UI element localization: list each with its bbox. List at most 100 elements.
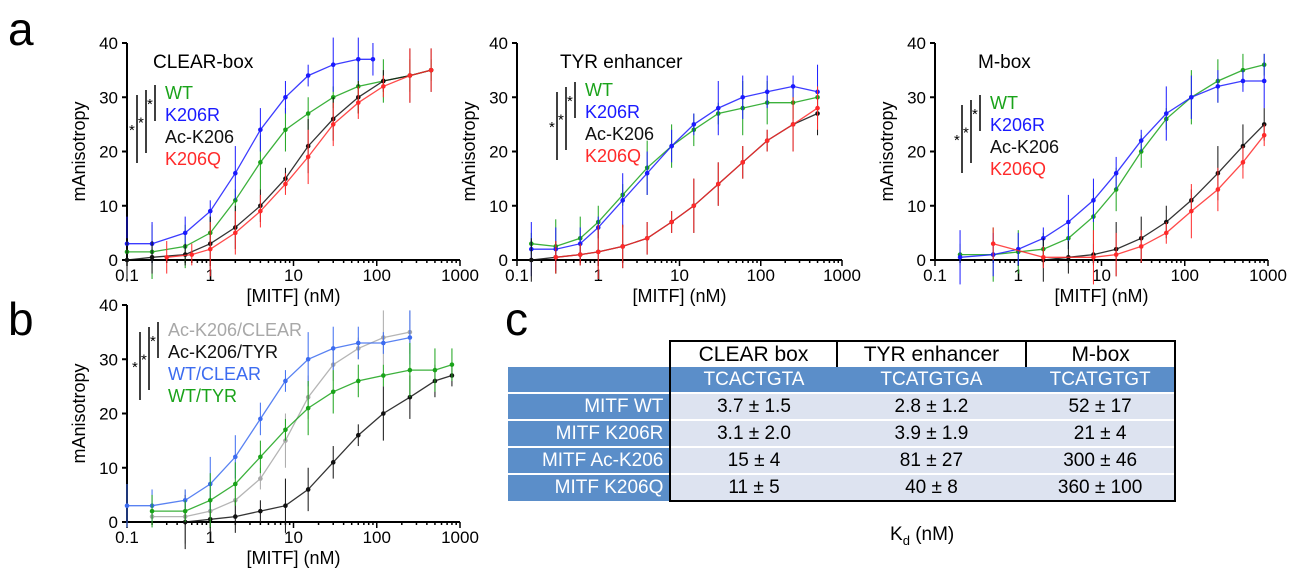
kd-label-unit: (nM)	[909, 524, 955, 545]
data-point	[691, 122, 697, 127]
data-point	[1113, 170, 1119, 176]
x-tick-label: 10	[284, 528, 303, 547]
table-row: MITF K206R 3.1 ± 2.0 3.9 ± 1.9 21 ± 4	[508, 419, 1176, 447]
data-point	[1261, 78, 1267, 84]
kd-cell: 3.1 ± 2.0	[669, 419, 837, 447]
kd-sequence-row: TCACTGTA TCATGTGA TCATGTGT	[508, 367, 1176, 393]
data-point	[124, 503, 130, 509]
significance-star: *	[150, 333, 156, 350]
data-point	[715, 105, 721, 111]
kd-cell: 3.9 ± 1.9	[836, 419, 1027, 447]
x-tick-label: 100	[363, 266, 391, 285]
kd-cell: 40 ± 8	[836, 473, 1027, 502]
data-point	[815, 105, 820, 111]
data-point	[740, 94, 746, 100]
legend-entry: Ac-K206/TYR	[168, 342, 278, 362]
data-point	[620, 244, 626, 249]
kd-seq-tyr: TCATGTGA	[836, 367, 1027, 393]
data-point	[124, 257, 130, 263]
y-tick-label: 10	[99, 197, 118, 216]
chart-title: TYR enhancer	[560, 52, 683, 73]
data-point	[182, 230, 188, 236]
legend-entry: K206R	[165, 105, 220, 125]
x-tick-label: 10	[1092, 266, 1111, 285]
data-point	[1066, 219, 1071, 225]
significance-star: *	[954, 132, 960, 149]
y-tick-label: 20	[907, 143, 926, 162]
significance-star: *	[147, 96, 153, 113]
data-point	[1215, 187, 1221, 192]
legend-entry: K206R	[585, 102, 640, 122]
data-point	[620, 198, 626, 203]
data-point	[529, 257, 534, 263]
x-tick-label: 100	[747, 266, 775, 285]
kd-cell: 360 ± 100	[1026, 473, 1176, 502]
data-point	[355, 100, 361, 105]
data-point	[330, 389, 336, 395]
fit-curve-WT/CLEAR	[127, 336, 411, 507]
data-point	[1261, 132, 1267, 138]
legend-entry: WT	[165, 83, 193, 103]
data-point	[644, 236, 650, 241]
data-point	[355, 432, 361, 438]
data-point	[330, 62, 336, 67]
legend-entry: Ac-K206	[990, 137, 1059, 157]
fit-curve-K206Q	[993, 134, 1265, 258]
kd-cell: 52 ± 17	[1026, 392, 1176, 420]
significance-star: *	[549, 119, 555, 136]
data-point	[1189, 94, 1194, 100]
y-tick-label: 10	[99, 459, 118, 478]
panel-letter-b: b	[8, 293, 34, 345]
x-axis-label: [MITF] (nM)	[247, 548, 341, 568]
data-point	[355, 340, 361, 346]
y-axis-label: mAnisotropy	[69, 363, 89, 463]
y-tick-label: 30	[99, 88, 118, 107]
data-point	[189, 252, 195, 257]
data-point	[233, 514, 238, 519]
data-point	[407, 73, 413, 78]
legend-entry: WT/CLEAR	[168, 364, 261, 384]
fit-curve-WT	[531, 96, 818, 248]
data-point	[283, 427, 288, 433]
data-point	[305, 111, 311, 116]
y-tick-label: 40	[99, 34, 118, 53]
data-point	[164, 254, 170, 260]
kd-label-k: K	[890, 524, 903, 545]
kd-row-label: MITF K206R	[508, 419, 671, 447]
data-point	[283, 94, 288, 100]
kd-table: CLEAR box TYR enhancer M-box TCACTGTA TC…	[508, 340, 1176, 502]
x-tick-label: 100	[363, 528, 391, 547]
y-tick-label: 20	[99, 405, 118, 424]
table-row: MITF Ac-K206 15 ± 4 81 ± 27 300 ± 46	[508, 446, 1176, 474]
data-point	[990, 241, 996, 247]
kd-cell: 3.7 ± 1.5	[669, 392, 837, 420]
y-tick-label: 0	[109, 251, 118, 270]
x-tick-label: 10	[284, 266, 303, 285]
data-point	[283, 503, 288, 509]
kd-cell: 2.8 ± 1.2	[836, 392, 1027, 420]
y-tick-label: 0	[109, 513, 118, 532]
data-point	[305, 487, 311, 492]
data-point	[691, 203, 697, 209]
data-point	[1215, 84, 1221, 89]
kd-axis-label: Kd (nM)	[890, 524, 954, 548]
legend-entry: K206Q	[165, 149, 221, 169]
y-tick-label: 10	[907, 197, 926, 216]
fit-curve-K206R	[127, 58, 373, 245]
legend-entry: Ac-K206/CLEAR	[168, 320, 302, 340]
data-point	[1138, 244, 1144, 249]
data-point	[957, 254, 963, 260]
y-tick-label: 0	[917, 251, 926, 270]
kd-label-sub: d	[902, 532, 910, 548]
chart-title: CLEAR-box	[153, 52, 254, 73]
data-point	[258, 508, 263, 514]
kd-table-header-row: CLEAR box TYR enhancer M-box	[508, 340, 1176, 367]
data-point	[381, 411, 386, 416]
significance-star: *	[132, 359, 138, 376]
y-tick-label: 20	[99, 143, 118, 162]
data-point	[1091, 254, 1096, 260]
data-point	[764, 138, 770, 143]
table-row: MITF WT 3.7 ± 1.5 2.8 ± 1.2 52 ± 17	[508, 392, 1176, 420]
kd-cell: 11 ± 5	[669, 473, 837, 502]
